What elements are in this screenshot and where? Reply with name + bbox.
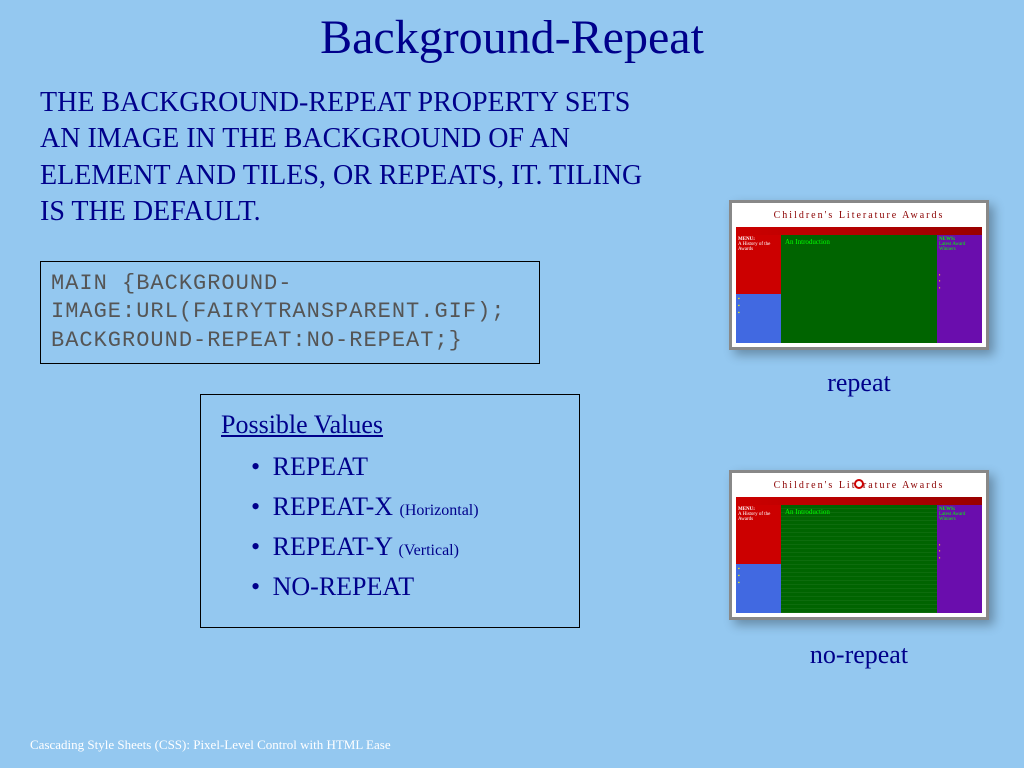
preview-body: MENU: A History of the Awards ▪ ▪ ▪ An I… (736, 505, 982, 613)
values-heading: Possible Values (221, 410, 559, 440)
preview-header: Children's Literature Awards (736, 207, 982, 227)
preview-repeat: Children's Literature Awards MENU: A His… (729, 200, 989, 350)
preview-label-repeat: repeat (729, 368, 989, 398)
news-sub: Latest Award Winners (939, 242, 965, 252)
link-icon: ▪ (738, 567, 740, 572)
link-icon: ▪ (738, 574, 740, 579)
values-item-label: Repeat-y (273, 532, 399, 561)
preview-bar (736, 227, 982, 235)
values-item: Repeat-y (Vertical) (251, 532, 559, 562)
link-icon: ▪ (738, 304, 740, 309)
preview-sidebar-left: MENU: A History of the Awards ▪ ▪ ▪ (736, 235, 781, 343)
values-item-label: Repeat (273, 452, 368, 481)
preview-inner: Children's Literature Awards MENU: A His… (736, 477, 982, 613)
code-line-2: image:url(fairytransparent.gif); (51, 298, 529, 327)
preview-label-no-repeat: no-repeat (729, 640, 989, 670)
preview-links: ▪ ▪ ▪ (736, 294, 781, 343)
link-icon: ▪ (738, 311, 740, 316)
values-item: Repeat (251, 452, 559, 482)
preview-menu: MENU: A History of the Awards (736, 235, 781, 294)
code-line-1: main {background- (51, 270, 529, 299)
preview-inner: Children's Literature Awards MENU: A His… (736, 207, 982, 343)
slide-title: Background-Repeat (0, 0, 1024, 65)
preview-right-links: ▪▪▪ (939, 542, 980, 561)
link-icon: ▪ (738, 581, 740, 586)
values-item-label: No-repeat (273, 572, 415, 601)
preview-intro: An Introduction (781, 505, 937, 519)
values-item: Repeat-x (Horizontal) (251, 492, 559, 522)
values-item-paren: (Horizontal) (400, 502, 479, 519)
description-text: The background-repeat property sets an i… (0, 65, 700, 251)
values-item-label: Repeat-x (273, 492, 400, 521)
values-list: Repeat Repeat-x (Horizontal) Repeat-y (V… (221, 452, 559, 602)
preview-menu: MENU: A History of the Awards (736, 505, 781, 564)
news-sub: Latest Award Winners (939, 512, 965, 522)
code-example-box: main {background- image:url(fairytranspa… (40, 261, 540, 365)
preview-sidebar-left: MENU: A History of the Awards ▪ ▪ ▪ (736, 505, 781, 613)
preview-body: MENU: A History of the Awards ▪ ▪ ▪ An I… (736, 235, 982, 343)
link-icon: ▪ (738, 297, 740, 302)
code-line-3: background-repeat:no-repeat;} (51, 327, 529, 356)
values-item: No-repeat (251, 572, 559, 602)
preview-right-links: ▪▪▪ (939, 272, 980, 291)
preview-main: An Introduction (781, 235, 937, 343)
decoration-circle-icon (854, 479, 864, 489)
possible-values-box: Possible Values Repeat Repeat-x (Horizon… (200, 394, 580, 628)
values-item-paren: (Vertical) (399, 542, 459, 559)
preview-no-repeat: Children's Literature Awards MENU: A His… (729, 470, 989, 620)
menu-sub: A History of the Awards (738, 512, 770, 522)
menu-sub: A History of the Awards (738, 242, 770, 252)
preview-intro: An Introduction (781, 235, 937, 249)
preview-sidebar-right: NEWS: Latest Award Winners ▪▪▪ (937, 505, 982, 613)
preview-sidebar-right: NEWS: Latest Award Winners ▪▪▪ (937, 235, 982, 343)
preview-main: An Introduction (781, 505, 937, 613)
preview-links: ▪ ▪ ▪ (736, 564, 781, 613)
slide-footer: Cascading Style Sheets (CSS): Pixel-Leve… (30, 737, 391, 753)
preview-bar (736, 497, 982, 505)
